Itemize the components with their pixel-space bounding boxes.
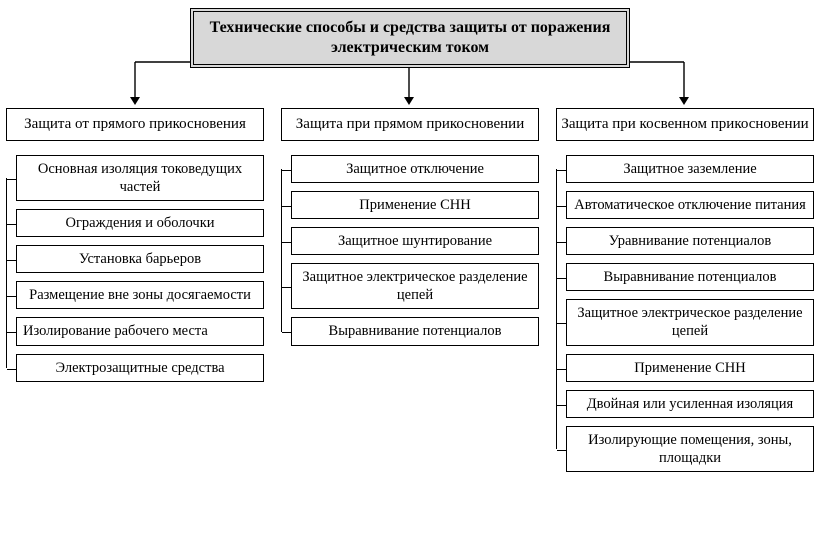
list-item: Размещение вне зоны досягаемости [16, 281, 264, 309]
list-item: Основная изоляция токоведущих частей [16, 155, 264, 201]
items-group: Основная изоляция токоведущих частей Огра… [6, 155, 264, 382]
root-title: Технические способы и средства защиты от… [210, 19, 611, 56]
column-2: Защита при косвенном прикосновении Защитн… [556, 108, 814, 480]
list-item: Защитное электрическое разделение цепей [291, 263, 539, 309]
bracket-tick [557, 369, 567, 370]
list-item: Ограждения и оболочки [16, 209, 264, 237]
bracket-tick [557, 450, 567, 451]
list-item: Изолирующие помещения, зоны, площадки [566, 426, 814, 472]
bracket-tick [557, 323, 567, 324]
bracket-tick [557, 170, 567, 171]
bracket-tick [557, 206, 567, 207]
column-header: Защита при прямом прикосновении [281, 108, 539, 141]
bracket-tick [282, 206, 292, 207]
column-header: Защита от прямого прикосновения [6, 108, 264, 141]
list-item: Выравнивание потенциалов [566, 263, 814, 291]
column-1: Защита при прямом прикосновении Защитное … [281, 108, 539, 354]
items-group: Защитное заземление Автоматическое отключ… [556, 155, 814, 472]
list-item: Защитное шунтирование [291, 227, 539, 255]
bracket-tick [557, 242, 567, 243]
column-header: Защита при косвенном прикосновении [556, 108, 814, 141]
bracket-tick [282, 242, 292, 243]
bracket-tick [7, 369, 17, 370]
bracket-tick [7, 260, 17, 261]
bracket-tick [7, 224, 17, 225]
bracket-line [6, 178, 7, 368]
list-item: Уравнивание потенциалов [566, 227, 814, 255]
list-item: Выравнивание потенциалов [291, 317, 539, 345]
bracket-tick [282, 287, 292, 288]
list-item: Защитное заземление [566, 155, 814, 183]
list-item: Двойная или усиленная изоляция [566, 390, 814, 418]
bracket-tick [282, 332, 292, 333]
bracket-tick [557, 278, 567, 279]
bracket-tick [7, 179, 17, 180]
list-item: Защитное отключение [291, 155, 539, 183]
bracket-tick [7, 296, 17, 297]
bracket-tick [557, 405, 567, 406]
list-item: Изолирование рабочего места [16, 317, 264, 345]
column-0: Защита от прямого прикосновения Основная … [6, 108, 264, 390]
list-item: Защитное электрическое разделение цепей [566, 299, 814, 345]
items-group: Защитное отключение Применение СНН Защитно… [281, 155, 539, 346]
list-item: Автоматическое отключение питания [566, 191, 814, 219]
bracket-line [556, 169, 557, 449]
list-item: Применение СНН [566, 354, 814, 382]
bracket-line [281, 169, 282, 332]
bracket-tick [282, 170, 292, 171]
list-item: Применение СНН [291, 191, 539, 219]
list-item: Электрозащитные средства [16, 354, 264, 382]
root-box: Технические способы и средства защиты от… [190, 8, 630, 68]
list-item: Установка барьеров [16, 245, 264, 273]
bracket-tick [7, 332, 17, 333]
